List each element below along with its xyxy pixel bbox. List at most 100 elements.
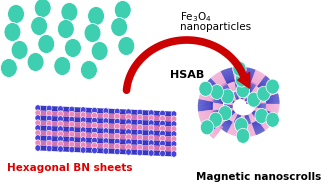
- Circle shape: [171, 121, 177, 127]
- Circle shape: [54, 57, 71, 75]
- Circle shape: [114, 118, 120, 125]
- Circle shape: [160, 125, 165, 132]
- Circle shape: [171, 126, 177, 132]
- Circle shape: [160, 120, 165, 127]
- Circle shape: [46, 115, 52, 122]
- Circle shape: [103, 133, 109, 139]
- Circle shape: [126, 119, 131, 125]
- Circle shape: [236, 128, 250, 143]
- Circle shape: [160, 130, 165, 137]
- Circle shape: [69, 126, 75, 133]
- Circle shape: [35, 120, 41, 126]
- Circle shape: [69, 141, 75, 148]
- Circle shape: [58, 131, 63, 137]
- Circle shape: [137, 144, 143, 151]
- Text: nanoparticles: nanoparticles: [180, 22, 251, 32]
- Circle shape: [57, 19, 74, 39]
- Circle shape: [103, 128, 109, 134]
- Circle shape: [46, 105, 52, 112]
- Circle shape: [80, 107, 86, 113]
- Circle shape: [46, 140, 52, 147]
- Circle shape: [58, 116, 63, 122]
- Circle shape: [114, 138, 120, 145]
- Circle shape: [69, 106, 75, 113]
- Circle shape: [69, 136, 75, 143]
- Circle shape: [266, 79, 279, 94]
- Circle shape: [255, 108, 268, 123]
- Circle shape: [126, 149, 131, 155]
- Circle shape: [0, 59, 17, 77]
- Circle shape: [199, 81, 212, 96]
- Circle shape: [80, 127, 86, 133]
- Circle shape: [46, 125, 52, 132]
- Circle shape: [38, 35, 55, 53]
- Circle shape: [92, 147, 97, 154]
- Circle shape: [4, 22, 21, 42]
- Circle shape: [160, 115, 165, 122]
- Circle shape: [126, 109, 131, 115]
- Text: HSAB: HSAB: [170, 70, 204, 80]
- Circle shape: [80, 142, 86, 148]
- Circle shape: [137, 129, 143, 136]
- Circle shape: [114, 123, 120, 130]
- Circle shape: [69, 121, 75, 128]
- Circle shape: [126, 129, 131, 135]
- Circle shape: [103, 148, 109, 154]
- Circle shape: [234, 118, 248, 133]
- Circle shape: [35, 115, 41, 121]
- Circle shape: [8, 5, 24, 23]
- Circle shape: [236, 83, 249, 98]
- Circle shape: [257, 86, 270, 101]
- Circle shape: [58, 141, 63, 147]
- Circle shape: [221, 89, 234, 104]
- Circle shape: [233, 61, 246, 76]
- Circle shape: [35, 110, 41, 116]
- Circle shape: [235, 72, 248, 87]
- Circle shape: [137, 134, 143, 141]
- Circle shape: [114, 1, 131, 19]
- Circle shape: [137, 139, 143, 146]
- Circle shape: [148, 125, 154, 131]
- Circle shape: [35, 145, 41, 151]
- Circle shape: [118, 36, 135, 56]
- Circle shape: [27, 53, 44, 71]
- Circle shape: [69, 146, 75, 153]
- Circle shape: [103, 108, 109, 114]
- Circle shape: [137, 114, 143, 121]
- Circle shape: [35, 105, 41, 111]
- Circle shape: [148, 130, 154, 136]
- Circle shape: [137, 124, 143, 131]
- Circle shape: [61, 2, 78, 22]
- Circle shape: [171, 131, 177, 137]
- Circle shape: [126, 139, 131, 145]
- Circle shape: [103, 123, 109, 129]
- Circle shape: [58, 136, 63, 142]
- Circle shape: [148, 120, 154, 126]
- Circle shape: [80, 112, 86, 118]
- Circle shape: [160, 135, 165, 142]
- Text: Magnetic nanoscrolls: Magnetic nanoscrolls: [196, 172, 321, 182]
- Circle shape: [92, 122, 97, 129]
- Circle shape: [103, 113, 109, 119]
- Circle shape: [80, 147, 86, 153]
- Circle shape: [126, 144, 131, 150]
- Circle shape: [91, 42, 108, 60]
- Circle shape: [148, 110, 154, 116]
- Circle shape: [84, 23, 101, 43]
- Circle shape: [171, 111, 177, 117]
- Circle shape: [160, 110, 165, 117]
- Circle shape: [92, 142, 97, 149]
- Circle shape: [111, 18, 128, 36]
- Circle shape: [31, 16, 47, 36]
- Circle shape: [46, 130, 52, 137]
- Circle shape: [210, 84, 223, 99]
- Circle shape: [160, 150, 165, 157]
- Polygon shape: [238, 72, 250, 88]
- Circle shape: [160, 145, 165, 152]
- Circle shape: [148, 145, 154, 151]
- Circle shape: [58, 111, 63, 117]
- Circle shape: [92, 137, 97, 144]
- Circle shape: [58, 121, 63, 127]
- Circle shape: [35, 140, 41, 146]
- Circle shape: [46, 120, 52, 127]
